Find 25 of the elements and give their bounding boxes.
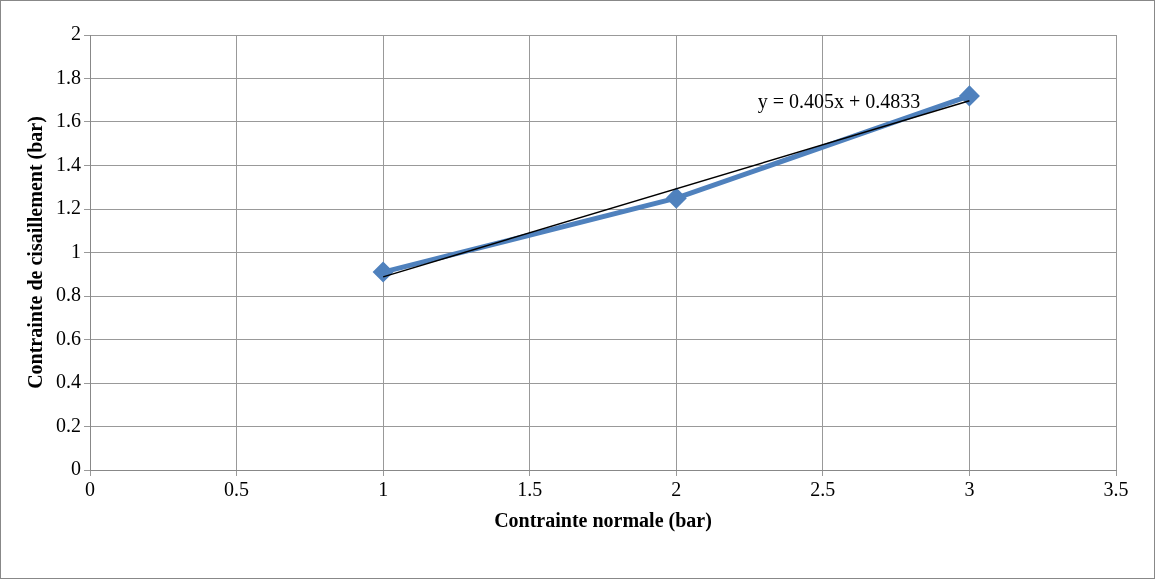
x-axis-title: Contrainte normale (bar) [494, 509, 712, 533]
point [959, 86, 979, 106]
y-tick-label: 0.8 [56, 283, 81, 306]
point [373, 262, 393, 282]
x-tick-label: 1.5 [517, 478, 543, 501]
y-tick-label: 0.2 [56, 413, 81, 436]
y-tick-label: 0.4 [56, 370, 81, 393]
x-tick-label: 3.5 [1103, 478, 1129, 501]
y-tick-label: 1.2 [56, 196, 81, 219]
y-tick-label: 1.6 [56, 109, 81, 132]
x-tick-label: 0.5 [224, 478, 250, 501]
y-axis-title: Contrainte de cisaillement (bar) [24, 116, 48, 389]
x-tick-label: 1 [378, 478, 389, 501]
annotation: y = 0.405x + 0.4833 [757, 89, 921, 113]
y-tick-label: 1.8 [56, 65, 81, 88]
y-tick-label: 0 [71, 457, 81, 480]
x-tick-label: 0 [85, 478, 95, 501]
y-tick-label: 0.6 [56, 326, 81, 349]
x-tick-label: 2 [671, 478, 682, 501]
y-tick-label: 1 [71, 239, 81, 262]
y-tick-label: 2 [71, 22, 81, 45]
x-tick-label: 2.5 [810, 478, 836, 501]
x-tick-label: 3 [964, 478, 975, 501]
point [666, 188, 686, 208]
y-tick-label: 1.4 [56, 152, 81, 175]
